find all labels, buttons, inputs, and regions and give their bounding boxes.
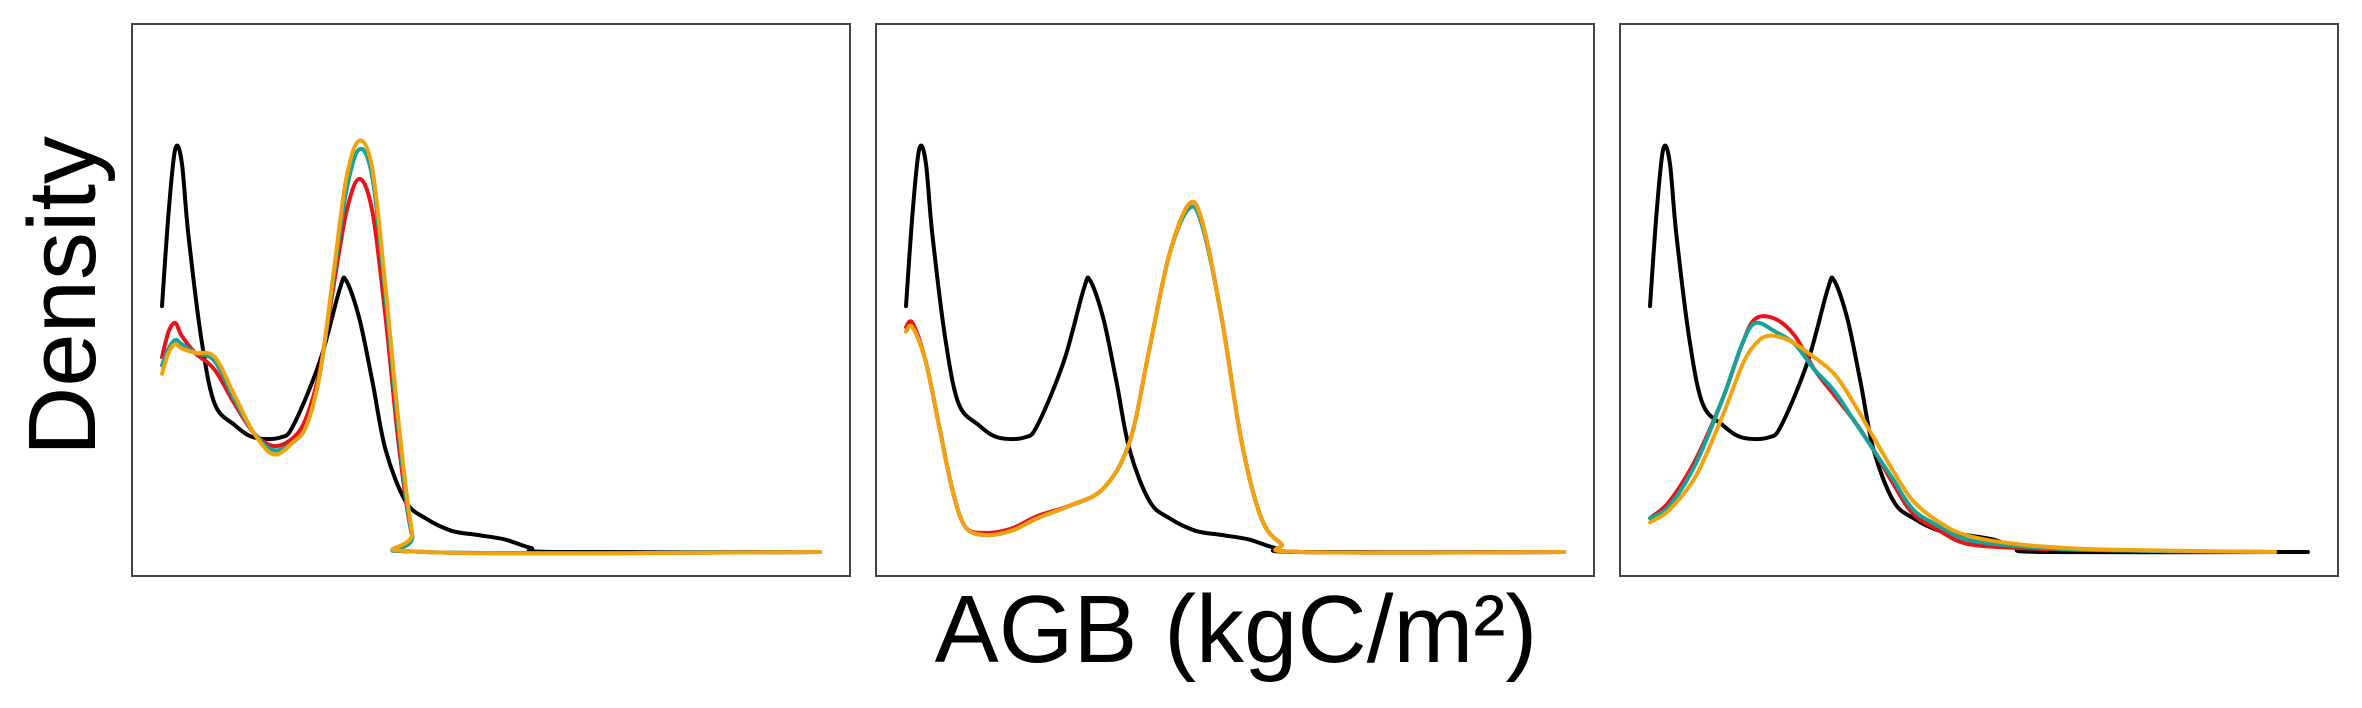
density-line-2 [160,176,822,556]
x-axis-label: AGB (kgC/m²) [935,576,1538,683]
panel-frame [131,23,851,577]
panel-frame [1619,23,2339,577]
panels [131,23,2339,577]
panel-frame [875,23,1595,577]
density-line-3 [904,199,1566,555]
density-line-1 [160,143,822,555]
panel-2 [875,23,1595,577]
density-line-1 [904,143,1566,555]
density-line-2 [1648,314,2278,554]
density-line-3 [160,146,822,556]
panel-1 [131,23,851,577]
y-axis-label: Density [9,136,116,456]
density-line-4 [160,138,822,556]
panel-3 [1619,23,2339,577]
density-line-2 [904,204,1566,555]
density-line-4 [1648,333,2278,554]
density-line-4 [904,199,1566,555]
density-line-1 [1648,143,2310,555]
